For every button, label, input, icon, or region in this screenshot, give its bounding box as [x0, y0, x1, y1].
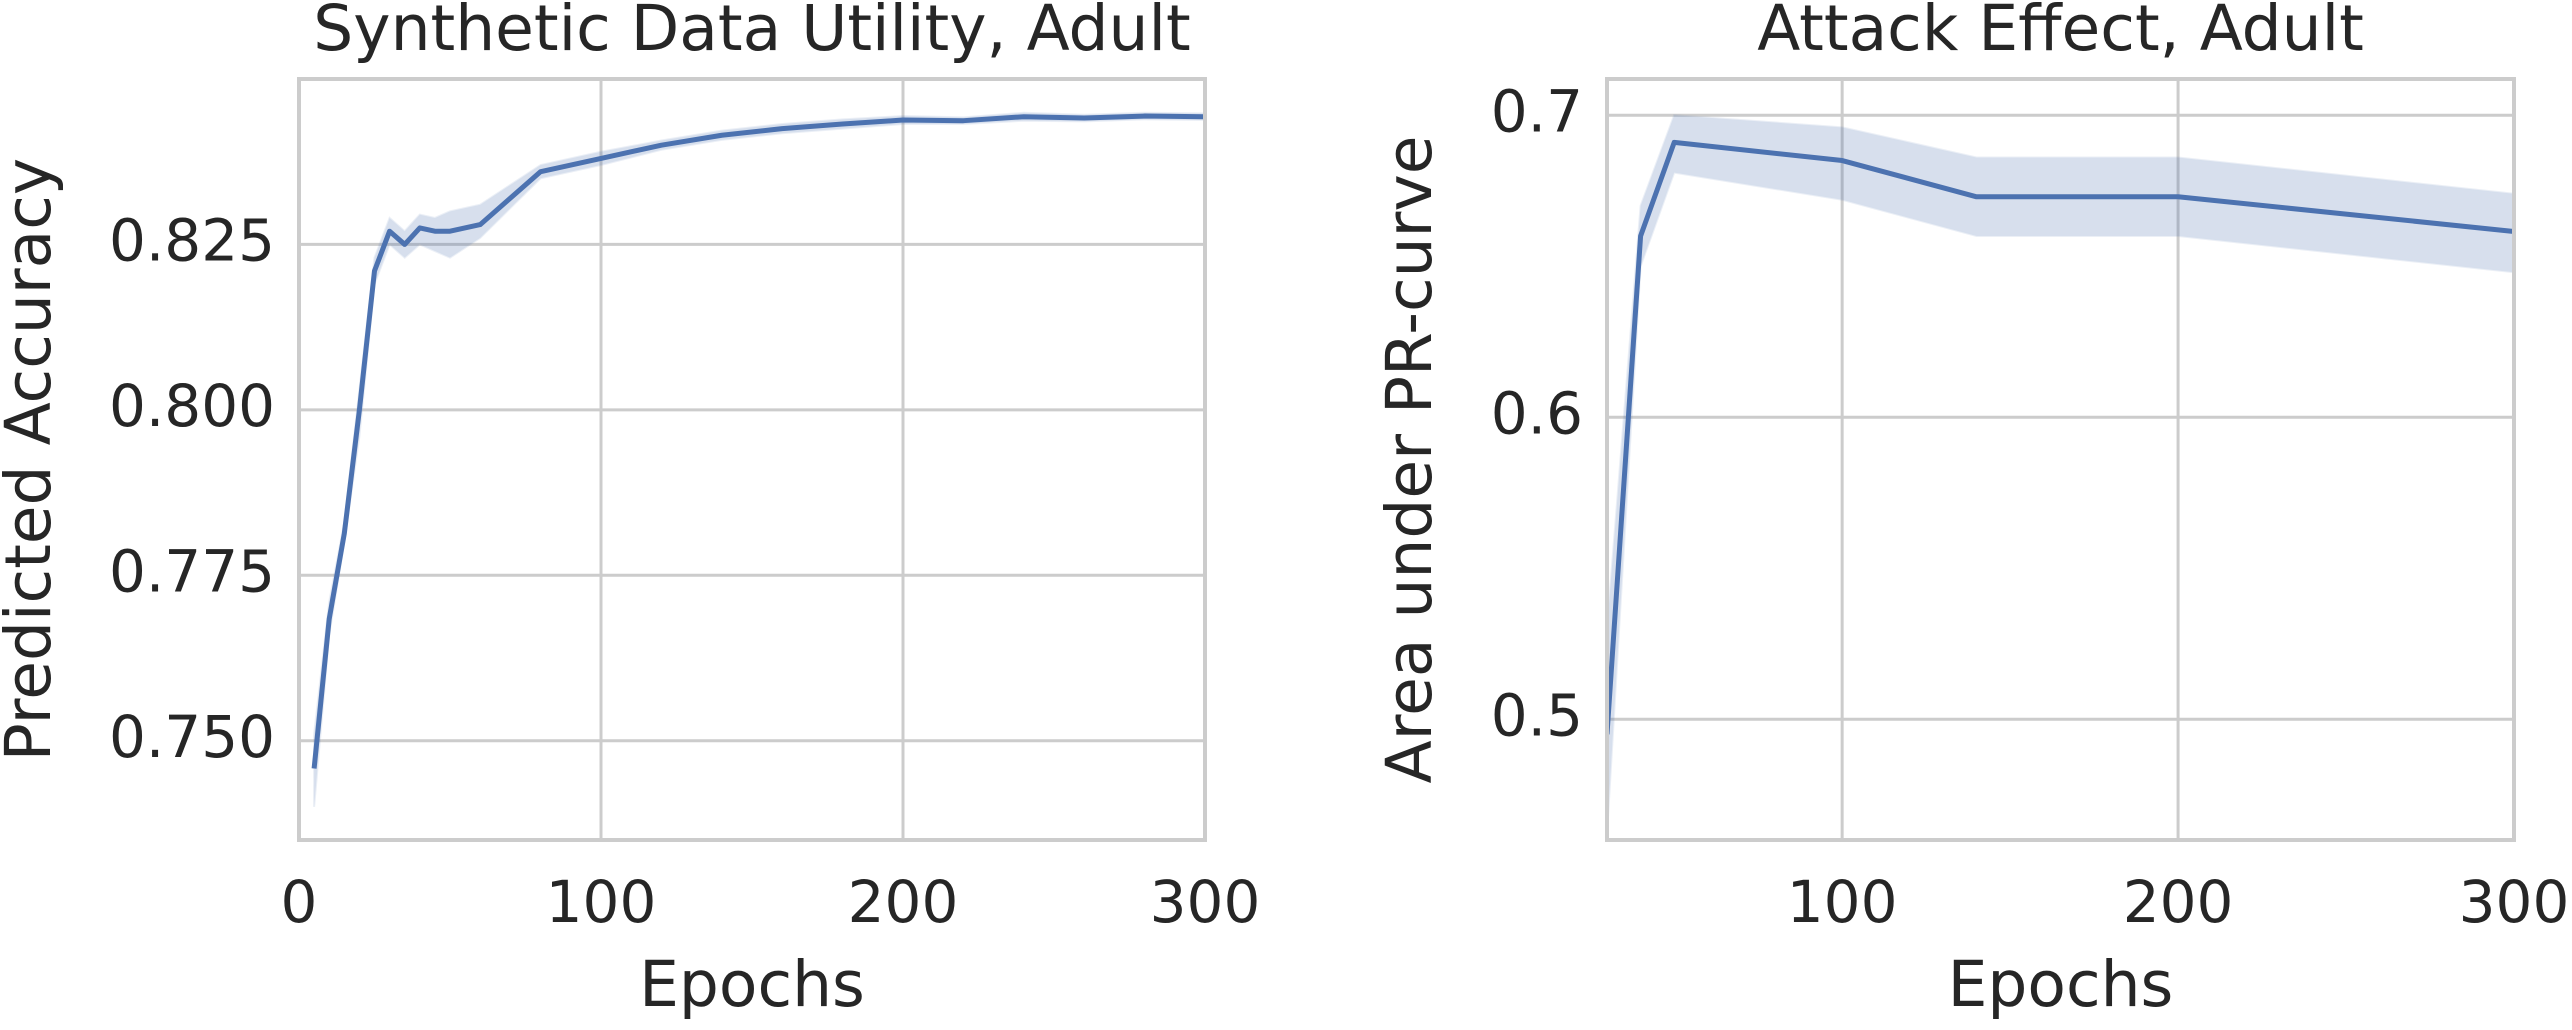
y-tick-label: 0.5	[1491, 681, 1583, 749]
x-tick-label: 200	[2123, 868, 2234, 936]
line	[1607, 139, 2514, 735]
x-tick-label: 200	[848, 868, 959, 936]
plot-area	[1607, 114, 2514, 835]
y-axis-label: Area under PR-curve	[1373, 136, 1446, 784]
x-axis-label: Epochs	[639, 948, 865, 1021]
x-axis-label: Epochs	[1948, 948, 2174, 1021]
axes-frame	[297, 77, 1207, 842]
plot-area	[311, 111, 1205, 808]
x-tick-label: 300	[1150, 868, 1261, 936]
x-tick-label: 100	[1787, 868, 1898, 936]
confidence-band	[1607, 114, 2514, 835]
y-axis-label: Predicted Accuracy	[0, 158, 65, 761]
confidence-band	[313, 111, 1205, 808]
axes-frame	[1605, 77, 2516, 842]
y-tick-label: 0.800	[109, 372, 275, 440]
y-tick-label: 0.6	[1491, 379, 1583, 447]
y-tick-label: 0.775	[109, 537, 275, 605]
x-tick-label: 0	[281, 868, 318, 936]
chart-panel: 0.750 0.775 0.800 0.825 0 100 200 300 Synthetic …	[0, 0, 1260, 1021]
y-tick-label: 0.7	[1491, 77, 1583, 145]
chart-title: Attack Effect, Adult	[1757, 0, 2364, 65]
y-tick-label: 0.825	[109, 207, 275, 275]
chart-title: Synthetic Data Utility, Adult	[313, 0, 1190, 65]
x-tick-label: 300	[2459, 868, 2570, 936]
chart-panel: 0.5 0.6 0.7 100 200 300 Attack Effect, Adult Ep…	[1373, 0, 2569, 1021]
x-tick-label: 100	[546, 868, 657, 936]
line	[311, 113, 1205, 769]
y-tick-label: 0.750	[109, 703, 275, 771]
